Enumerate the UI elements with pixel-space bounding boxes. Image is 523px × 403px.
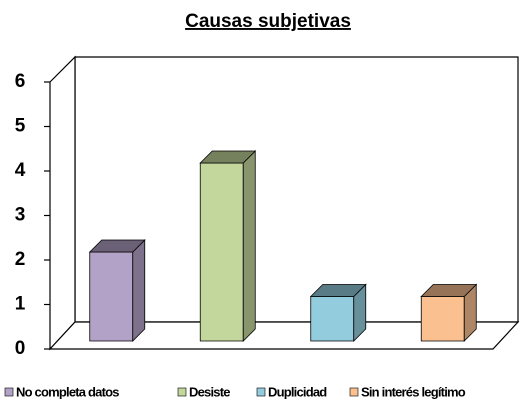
bar-top: [420, 284, 478, 297]
legend-swatch: [4, 387, 14, 397]
y-tick-label: 6: [15, 71, 26, 92]
bar-top: [88, 239, 146, 253]
legend-label: Duplicidad: [268, 384, 327, 399]
y-tick-label: 0: [15, 338, 26, 359]
side-wall: [49, 55, 76, 351]
bar-side: [242, 150, 256, 342]
bar: [420, 283, 478, 342]
chart-title: Causas subjetivas: [185, 11, 351, 32]
y-tick-label: 5: [15, 116, 26, 137]
floor: [48, 321, 520, 350]
legend-swatch: [177, 387, 187, 397]
y-tick-label: 3: [15, 205, 26, 226]
bar: [199, 150, 257, 342]
legend-swatch: [349, 387, 359, 397]
legend-label: No completa datos: [16, 384, 119, 399]
bar: [88, 239, 146, 342]
y-tick-label: 2: [15, 249, 26, 270]
bar-top: [199, 150, 257, 164]
bar-front: [89, 251, 134, 342]
legend-label: Desiste: [189, 384, 230, 399]
legend-swatch: [256, 387, 266, 397]
bar-side: [132, 239, 146, 342]
bar-front: [199, 162, 244, 342]
bar: [309, 283, 367, 342]
bar-front: [420, 296, 465, 342]
bar-front: [310, 296, 355, 342]
y-tick-label: 1: [15, 294, 26, 315]
bar-top: [309, 284, 367, 297]
legend-label: Sin interés legítimo: [361, 384, 466, 399]
y-tick-label: 4: [15, 160, 26, 181]
